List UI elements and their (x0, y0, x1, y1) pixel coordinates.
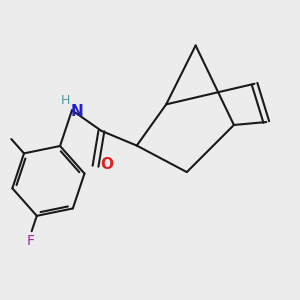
Text: N: N (71, 104, 84, 119)
Text: O: O (100, 157, 113, 172)
Text: H: H (61, 94, 70, 107)
Text: F: F (26, 234, 34, 248)
